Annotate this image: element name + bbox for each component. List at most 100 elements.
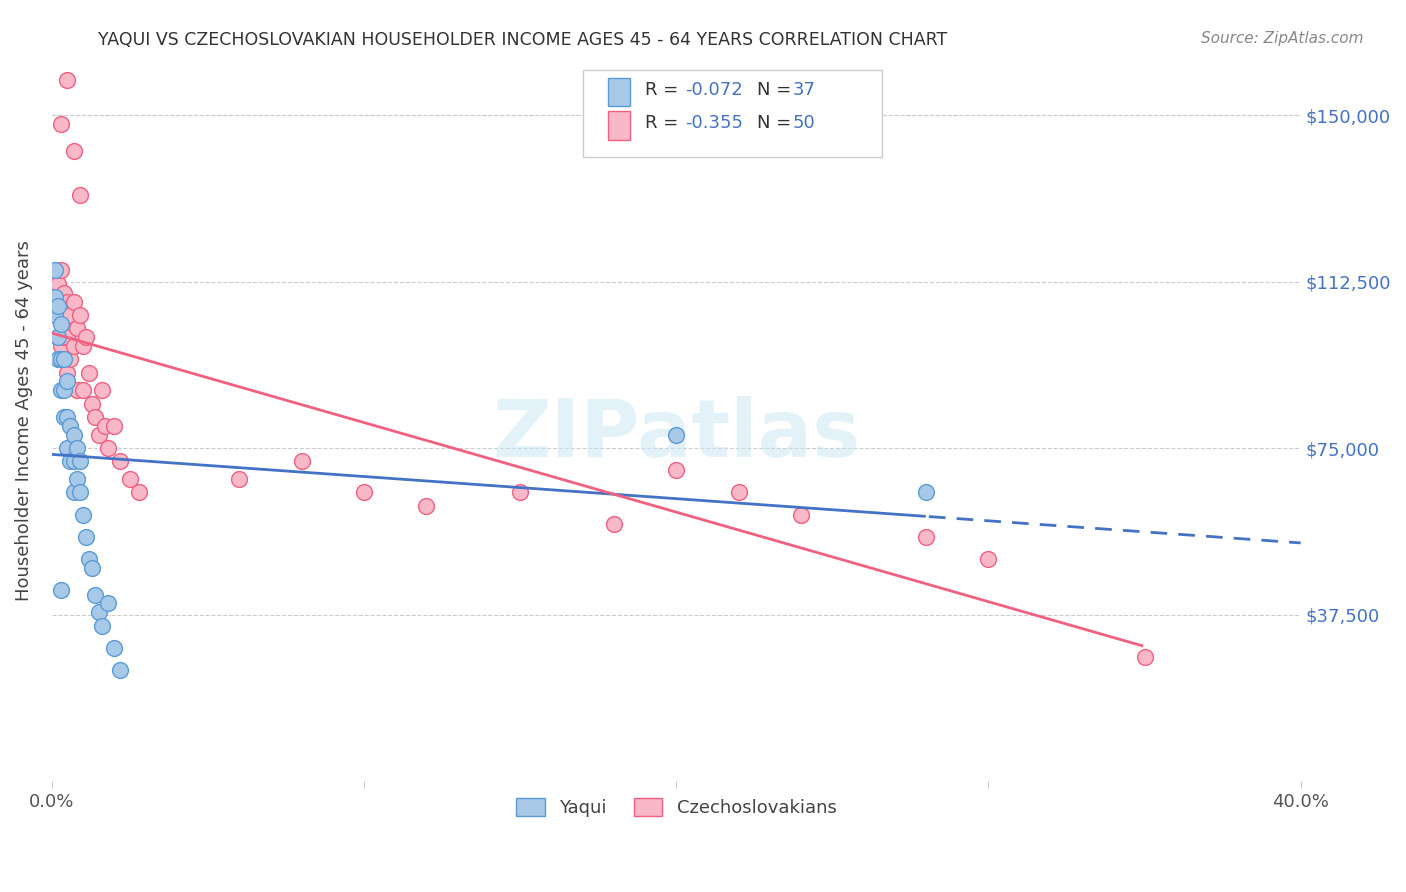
Text: YAQUI VS CZECHOSLOVAKIAN HOUSEHOLDER INCOME AGES 45 - 64 YEARS CORRELATION CHART: YAQUI VS CZECHOSLOVAKIAN HOUSEHOLDER INC… [98, 31, 948, 49]
Point [56, 330, 79, 344]
Text: 37: 37 [793, 81, 815, 99]
Text: ZIPatlas: ZIPatlas [492, 396, 860, 474]
Point [1133, 649, 1156, 664]
Point [69, 454, 91, 468]
Point [62, 485, 84, 500]
Point [87, 605, 110, 619]
Point [46, 277, 69, 291]
Point [118, 472, 141, 486]
Point [62, 144, 84, 158]
Point [44, 285, 66, 300]
Point [49, 294, 72, 309]
Point [97, 441, 120, 455]
Point [603, 516, 626, 531]
Point [103, 418, 125, 433]
Point [82, 561, 104, 575]
Point [72, 508, 94, 522]
Point [75, 530, 97, 544]
Point [49, 263, 72, 277]
Text: -0.355: -0.355 [685, 114, 742, 132]
Point [53, 384, 76, 398]
Point [665, 463, 688, 477]
Point [727, 485, 749, 500]
Point [665, 427, 688, 442]
Point [46, 330, 69, 344]
Point [415, 499, 437, 513]
Point [66, 384, 89, 398]
Point [353, 485, 375, 500]
Text: -0.072: -0.072 [685, 81, 742, 99]
Point [46, 299, 69, 313]
Point [790, 508, 813, 522]
Point [46, 330, 69, 344]
Text: Source: ZipAtlas.com: Source: ZipAtlas.com [1201, 31, 1364, 46]
Point [44, 308, 66, 322]
Point [49, 352, 72, 367]
Text: R =: R = [645, 81, 683, 99]
Point [49, 117, 72, 131]
Point [49, 317, 72, 331]
Point [53, 285, 76, 300]
Point [49, 339, 72, 353]
Point [87, 427, 110, 442]
Point [72, 384, 94, 398]
Point [84, 409, 107, 424]
Point [290, 454, 312, 468]
Point [62, 294, 84, 309]
Point [56, 294, 79, 309]
Point [69, 308, 91, 322]
Point [59, 418, 82, 433]
Point [56, 366, 79, 380]
Point [97, 596, 120, 610]
Point [44, 263, 66, 277]
Point [77, 552, 100, 566]
Point [56, 72, 79, 87]
Text: 50: 50 [793, 114, 815, 132]
Point [66, 441, 89, 455]
Point [62, 427, 84, 442]
Point [75, 330, 97, 344]
Y-axis label: Householder Income Ages 45 - 64 years: Householder Income Ages 45 - 64 years [15, 240, 32, 600]
Point [69, 485, 91, 500]
Point [53, 409, 76, 424]
Point [509, 485, 531, 500]
Point [53, 330, 76, 344]
Text: N =: N = [758, 114, 797, 132]
Point [53, 352, 76, 367]
Point [110, 663, 132, 677]
Point [228, 472, 250, 486]
Text: N =: N = [758, 81, 797, 99]
Point [46, 352, 69, 367]
Point [62, 454, 84, 468]
Point [49, 384, 72, 398]
Point [128, 485, 150, 500]
Legend: Yaqui, Czechoslovakians: Yaqui, Czechoslovakians [506, 789, 846, 826]
FancyBboxPatch shape [582, 70, 882, 157]
Point [82, 397, 104, 411]
Point [44, 308, 66, 322]
Point [77, 366, 100, 380]
Point [90, 384, 112, 398]
Point [66, 472, 89, 486]
Point [915, 530, 938, 544]
Point [46, 294, 69, 309]
Point [90, 618, 112, 632]
Point [94, 418, 117, 433]
Point [49, 583, 72, 598]
Point [977, 552, 1000, 566]
Point [62, 339, 84, 353]
Point [44, 290, 66, 304]
Point [110, 454, 132, 468]
FancyBboxPatch shape [607, 111, 630, 140]
Point [56, 441, 79, 455]
Point [59, 352, 82, 367]
FancyBboxPatch shape [607, 78, 630, 106]
Point [66, 321, 89, 335]
Text: R =: R = [645, 114, 683, 132]
Point [69, 188, 91, 202]
Point [915, 485, 938, 500]
Point [72, 339, 94, 353]
Point [59, 308, 82, 322]
Point [103, 640, 125, 655]
Point [56, 409, 79, 424]
